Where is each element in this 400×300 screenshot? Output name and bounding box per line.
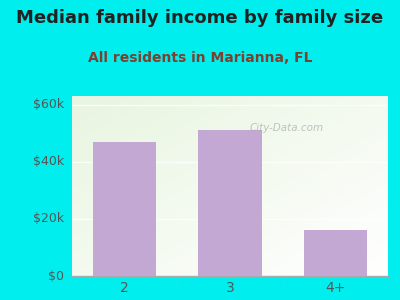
Bar [198,130,262,276]
Text: All residents in Marianna, FL: All residents in Marianna, FL [88,51,312,65]
Text: $20k: $20k [33,212,64,225]
Text: City-Data.com: City-Data.com [250,123,324,134]
Bar [304,230,367,276]
Text: $60k: $60k [33,98,64,111]
Text: $40k: $40k [33,155,64,168]
Bar [93,142,156,276]
Text: Median family income by family size: Median family income by family size [16,9,384,27]
Text: $0: $0 [48,269,64,283]
